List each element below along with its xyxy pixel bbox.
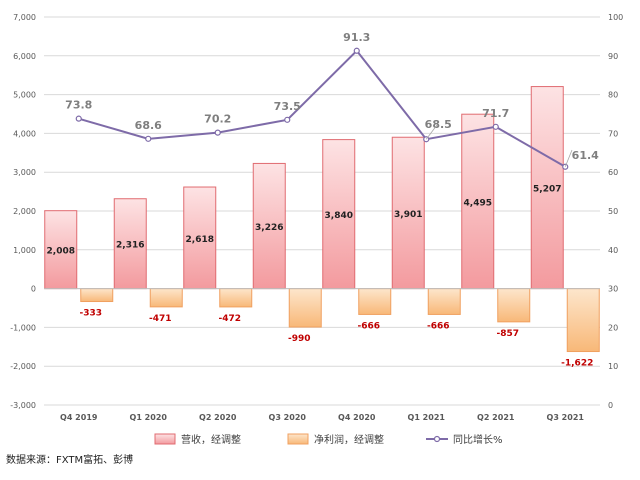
left-tick-label: -1,000	[10, 323, 36, 332]
revenue-value-label: 3,840	[325, 211, 353, 221]
net-profit-value-label: -472	[218, 314, 241, 324]
net-profit-bar	[497, 288, 531, 323]
left-tick-label: 2,000	[13, 207, 36, 216]
net-profit-bar	[566, 288, 600, 353]
left-tick-label: 7,000	[13, 13, 36, 22]
source-note: 数据来源：FXTM富拓、彭博	[6, 455, 134, 466]
left-tick-label: 3,000	[13, 168, 36, 177]
net-profit-value-label: -666	[427, 321, 450, 331]
right-tick-label: 10	[608, 362, 618, 371]
x-tick-label: Q1 2020	[130, 413, 168, 422]
revenue-bar	[322, 139, 356, 290]
x-tick-label: Q3 2021	[547, 413, 585, 422]
left-tick-label: 0	[31, 285, 36, 294]
revenue-bar	[113, 198, 147, 290]
right-tick-label: 0	[608, 401, 613, 410]
right-tick-label: 50	[608, 207, 618, 216]
growth-point	[145, 135, 152, 142]
x-tick-label: Q4 2019	[60, 413, 98, 422]
right-tick-label: 80	[608, 91, 618, 100]
growth-series-line	[78, 49, 566, 168]
legend-net-profit-swatch	[287, 433, 309, 445]
legend-growth-marker	[433, 435, 441, 443]
growth-point	[353, 47, 360, 54]
legend: 营收，经调整 净利润，经调整 同比增长%	[154, 433, 503, 446]
right-tick-label: 40	[608, 246, 618, 255]
legend-revenue-swatch	[154, 433, 176, 445]
growth-leader-line	[564, 149, 573, 167]
revenue-bar	[461, 113, 495, 290]
x-tick-label: Q4 2020	[338, 413, 376, 422]
revenue-value-label: 5,207	[533, 185, 561, 195]
revenue-value-label: 3,226	[255, 223, 283, 233]
growth-value-label: 68.6	[135, 119, 162, 132]
net-profit-bar	[288, 288, 322, 328]
net-profit-bar	[219, 288, 253, 308]
growth-point	[492, 123, 499, 130]
growth-line	[75, 47, 569, 170]
left-tick-label: 6,000	[13, 52, 36, 61]
legend-net-profit-label: 净利润，经调整	[314, 433, 384, 446]
net-profit-bar	[149, 288, 183, 308]
net-profit-value-label: -471	[149, 314, 172, 324]
growth-value-label: 91.3	[343, 31, 370, 44]
x-tick-label: Q1 2021	[408, 413, 446, 422]
growth-point	[284, 116, 291, 123]
data-labels: 2,008 2,316 2,618 3,226 3,840 3,901 4,495 5,207…	[47, 31, 600, 369]
net-profit-value-label: -857	[496, 329, 519, 339]
net-profit-value-label: -1,622	[561, 359, 593, 369]
growth-point	[75, 115, 82, 122]
net-profit-bar	[358, 288, 392, 315]
bars	[44, 86, 600, 353]
revenue-bar	[530, 86, 564, 290]
left-tick-label: 1,000	[13, 246, 36, 255]
x-tick-label: Q3 2020	[269, 413, 307, 422]
growth-value-label: 68.5	[425, 118, 452, 131]
revenue-bar	[252, 162, 286, 290]
revenue-bar	[391, 136, 425, 290]
x-tick-label: Q2 2020	[199, 413, 237, 422]
legend-revenue-label: 营收，经调整	[181, 433, 241, 446]
left-tick-label: 5,000	[13, 91, 36, 100]
right-tick-label: 90	[608, 52, 618, 61]
revenue-value-label: 3,901	[394, 210, 422, 220]
growth-value-label: 73.8	[65, 99, 92, 112]
legend-growth-label: 同比增长%	[453, 433, 503, 446]
net-profit-value-label: -990	[288, 334, 311, 344]
left-tick-label: -2,000	[10, 362, 36, 371]
growth-leader-line	[425, 124, 438, 140]
net-profit-bar	[427, 288, 461, 315]
revenue-value-label: 4,495	[464, 198, 492, 208]
left-tick-label: -3,000	[10, 401, 36, 410]
x-tick-label: Q2 2021	[477, 413, 515, 422]
right-axis: 0 10 20 30 40 50 60 70 80 90 100	[608, 13, 623, 410]
net-profit-value-label: -666	[357, 321, 380, 331]
growth-value-label: 61.4	[572, 149, 599, 162]
left-tick-label: 4,000	[13, 129, 36, 138]
right-tick-label: 70	[608, 129, 618, 138]
growth-value-label: 70.2	[204, 113, 231, 126]
net-profit-value-label: -333	[79, 309, 102, 319]
right-tick-label: 20	[608, 323, 618, 332]
right-tick-label: 60	[608, 168, 618, 177]
revenue-value-label: 2,316	[116, 241, 144, 251]
growth-value-label: 71.7	[482, 107, 509, 120]
net-profit-bar	[80, 288, 114, 303]
right-tick-label: 100	[608, 13, 623, 22]
growth-value-label: 73.5	[274, 100, 301, 113]
right-tick-label: 30	[608, 285, 618, 294]
x-axis: Q4 2019 Q1 2020 Q2 2020 Q3 2020 Q4 2020 Q1 20…	[60, 413, 584, 422]
left-axis: -3,000 -2,000 -1,000 0 1,000 2,000 3,000 4,000 5…	[10, 13, 36, 410]
revenue-value-label: 2,618	[186, 235, 214, 245]
growth-point	[214, 129, 221, 136]
revenue-bar	[44, 210, 78, 290]
revenue-value-label: 2,008	[47, 247, 75, 257]
revenue-bar	[183, 186, 217, 290]
